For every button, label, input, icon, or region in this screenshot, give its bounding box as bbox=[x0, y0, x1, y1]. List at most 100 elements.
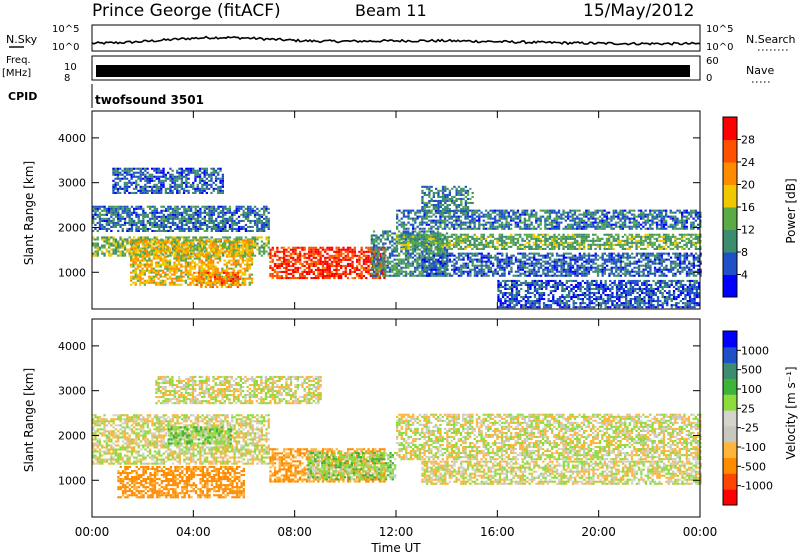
heatmap-cell bbox=[544, 217, 547, 220]
heatmap-cell bbox=[349, 272, 352, 275]
heatmap-cell bbox=[667, 237, 670, 240]
heatmap-cell bbox=[505, 237, 508, 240]
heatmap-cell bbox=[418, 272, 421, 275]
heatmap-cell bbox=[219, 185, 222, 188]
heatmap-cell bbox=[436, 274, 440, 277]
heatmap-cell bbox=[126, 221, 129, 224]
heatmap-cell bbox=[285, 248, 288, 251]
heatmap-cell bbox=[200, 251, 203, 254]
heatmap-cell bbox=[178, 229, 181, 232]
heatmap-cell bbox=[414, 248, 417, 251]
heatmap-cell bbox=[375, 236, 378, 239]
heatmap-cell bbox=[256, 219, 259, 222]
heatmap-cell bbox=[464, 237, 467, 240]
heatmap-cell bbox=[532, 215, 536, 218]
heatmap-cell bbox=[234, 283, 238, 286]
heatmap-cell bbox=[551, 223, 554, 226]
heatmap-cell bbox=[198, 259, 201, 262]
heatmap-cell bbox=[103, 219, 106, 222]
heatmap-cell bbox=[487, 241, 490, 244]
heatmap-cell bbox=[237, 245, 240, 248]
heatmap-cell bbox=[370, 260, 373, 263]
heatmap-cell bbox=[105, 217, 108, 220]
heatmap-cell bbox=[416, 252, 419, 255]
heatmap-cell bbox=[383, 258, 386, 261]
heatmap-cell bbox=[222, 217, 225, 220]
heatmap-cell bbox=[126, 242, 129, 245]
heatmap-cell bbox=[112, 207, 115, 210]
heatmap-cell bbox=[571, 237, 574, 240]
heatmap-cell bbox=[256, 221, 259, 224]
heatmap-cell bbox=[202, 271, 205, 274]
heatmap-cell bbox=[273, 270, 277, 273]
heatmap-cell bbox=[314, 264, 318, 267]
heatmap-cell bbox=[216, 245, 219, 248]
heatmap-cell bbox=[365, 256, 368, 259]
heatmap-cell bbox=[514, 243, 517, 246]
heatmap-cell bbox=[152, 243, 156, 246]
heatmap-cell bbox=[393, 262, 396, 265]
heatmap-cell bbox=[308, 256, 311, 259]
heatmap-cell bbox=[539, 245, 542, 248]
heatmap-cell bbox=[305, 256, 309, 259]
heatmap-cell bbox=[267, 219, 270, 222]
heatmap-cell bbox=[249, 207, 252, 210]
heatmap-cell bbox=[404, 272, 408, 275]
heatmap-cell bbox=[301, 246, 304, 249]
heatmap-cell bbox=[265, 250, 268, 253]
heatmap-cell bbox=[580, 233, 583, 236]
heatmap-cell bbox=[375, 264, 378, 267]
heatmap-cell bbox=[484, 241, 488, 244]
heatmap-cell bbox=[128, 248, 131, 251]
heatmap-cell bbox=[432, 252, 435, 255]
heatmap-cell bbox=[644, 233, 647, 236]
heatmap-cell bbox=[203, 267, 206, 270]
heatmap-cell bbox=[263, 246, 266, 249]
heatmap-cell bbox=[469, 215, 472, 218]
heatmap-cell bbox=[557, 233, 561, 236]
heatmap-cell bbox=[333, 268, 336, 271]
heatmap-cell bbox=[649, 235, 652, 238]
heatmap-cell bbox=[224, 227, 227, 230]
heatmap-cell bbox=[404, 258, 408, 261]
heatmap-cell bbox=[478, 247, 481, 250]
heatmap-cell bbox=[694, 237, 697, 240]
heatmap-cell bbox=[412, 247, 415, 250]
heatmap-cell bbox=[133, 252, 136, 255]
heatmap-cell bbox=[185, 177, 188, 180]
heatmap-cell bbox=[267, 211, 270, 214]
heatmap-cell bbox=[256, 213, 259, 216]
heatmap-cell bbox=[617, 237, 620, 240]
heatmap-cell bbox=[337, 268, 340, 271]
heatmap-cell bbox=[187, 171, 190, 174]
heatmap-cell bbox=[276, 270, 279, 273]
heatmap-cell bbox=[299, 277, 302, 280]
heatmap-cell bbox=[210, 236, 213, 239]
heatmap-cell bbox=[333, 272, 336, 275]
heatmap-cell bbox=[207, 239, 210, 242]
heatmap-cell bbox=[203, 179, 206, 182]
heatmap-cell bbox=[358, 256, 361, 259]
heatmap-cell bbox=[139, 187, 142, 190]
heatmap-cell bbox=[134, 271, 137, 274]
heatmap-cell bbox=[241, 281, 244, 284]
heatmap-cell bbox=[160, 191, 163, 194]
heatmap-cell bbox=[167, 171, 170, 174]
heatmap-cell bbox=[453, 245, 456, 248]
heatmap-cell bbox=[278, 262, 281, 265]
heatmap-cell bbox=[560, 213, 563, 216]
heatmap-cell bbox=[265, 238, 268, 241]
heatmap-cell bbox=[642, 235, 645, 238]
heatmap-cell bbox=[294, 250, 297, 253]
heatmap-cell bbox=[562, 235, 565, 238]
heatmap-cell bbox=[232, 239, 235, 242]
heatmap-cell bbox=[166, 261, 169, 264]
heatmap-cell bbox=[136, 243, 140, 246]
heatmap-cell bbox=[469, 221, 472, 224]
heatmap-cell bbox=[141, 267, 144, 270]
heatmap-cell bbox=[96, 254, 99, 257]
heatmap-cell bbox=[621, 247, 624, 250]
heatmap-cell bbox=[210, 213, 213, 216]
heatmap-cell bbox=[526, 209, 529, 212]
heatmap-cell bbox=[196, 173, 199, 176]
